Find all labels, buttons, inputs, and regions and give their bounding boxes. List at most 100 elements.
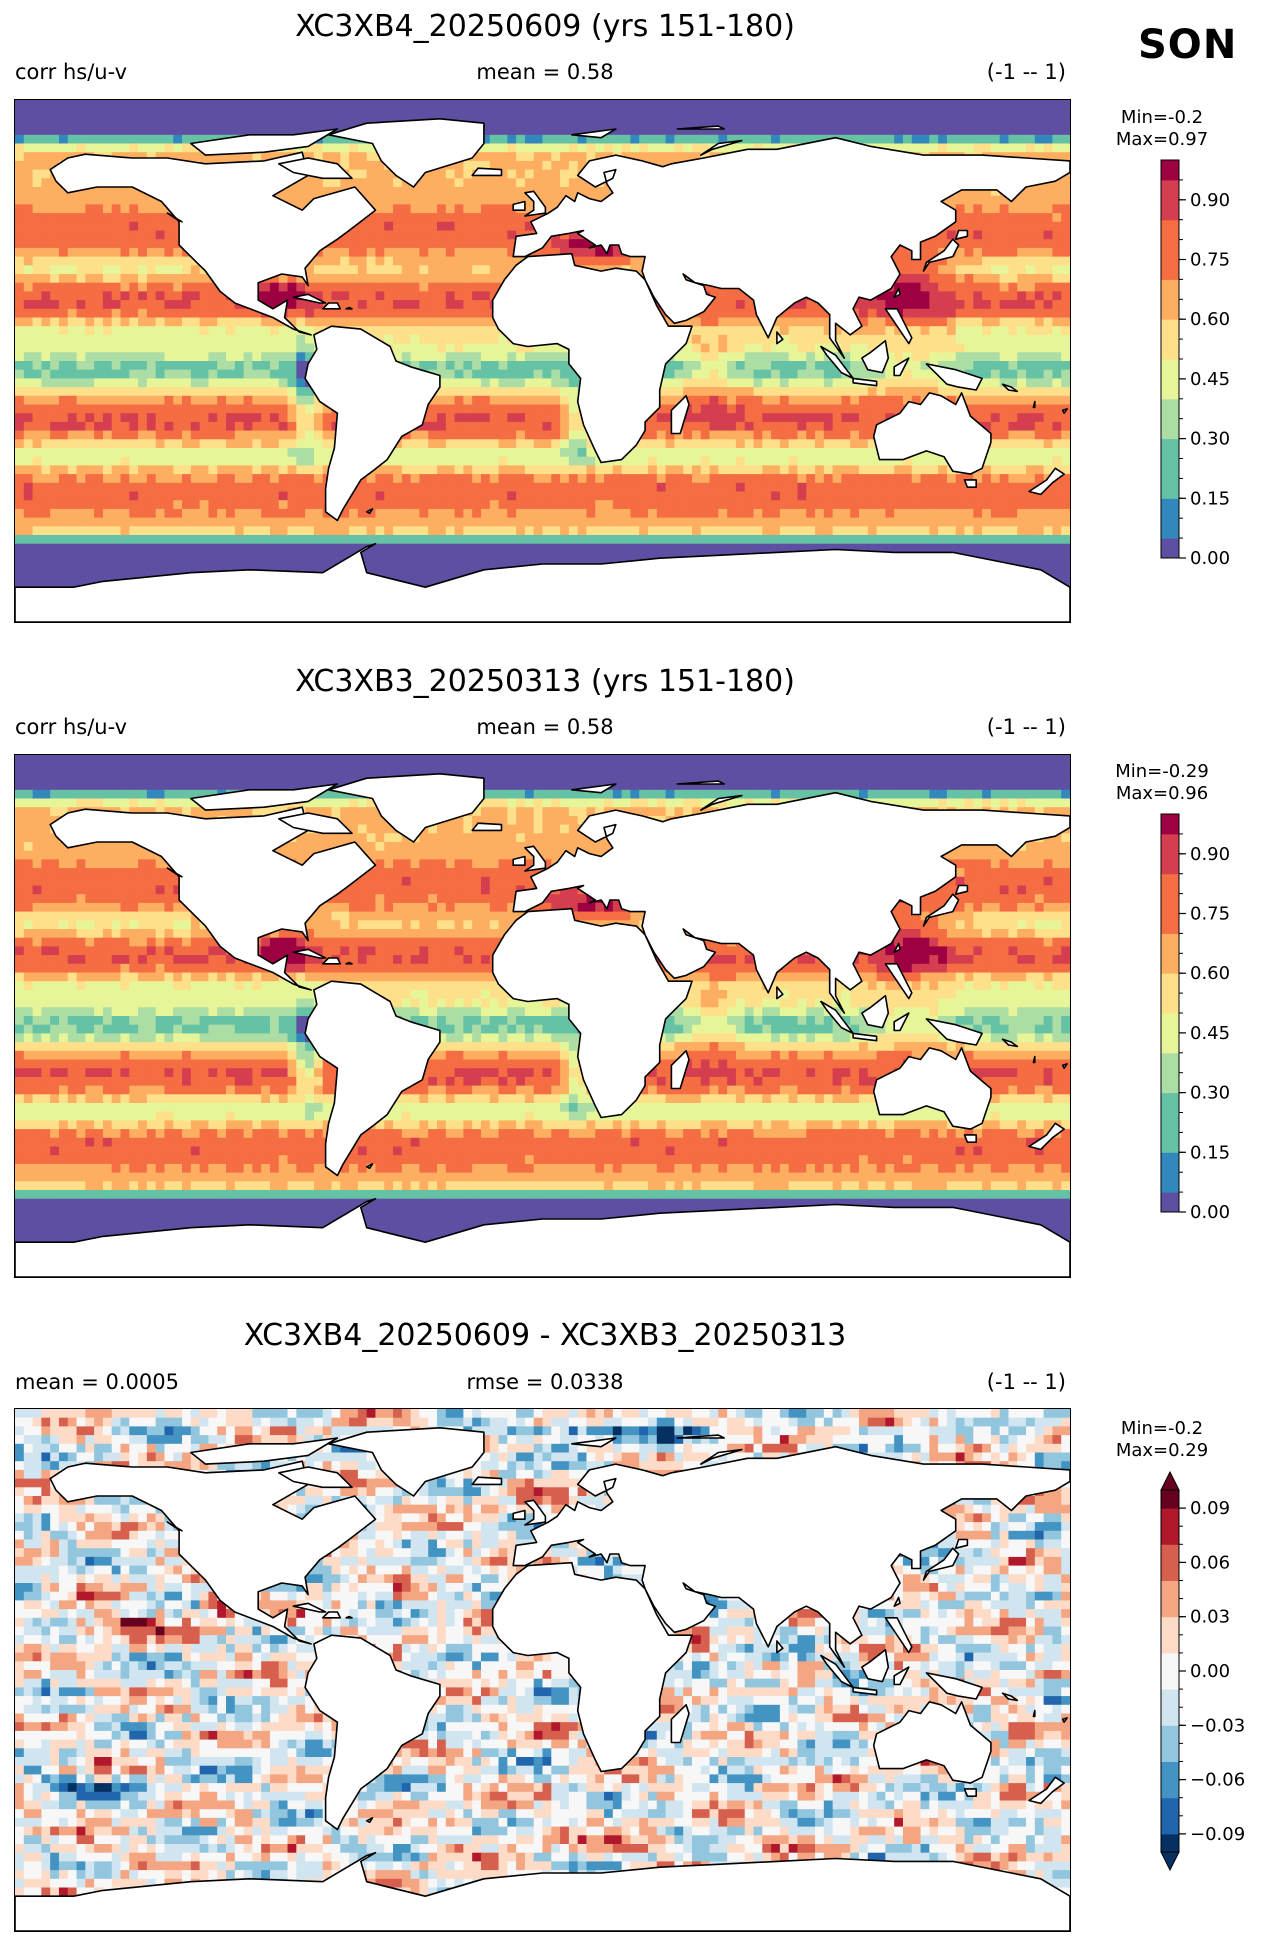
colorbar-segment [1161, 1815, 1179, 1835]
panel2-minmax: Min=-0.29 Max=0.96 [1112, 761, 1212, 805]
colorbar-tick-label: 0.00 [1190, 548, 1230, 569]
panel3-right-label: (-1 -- 1) [987, 1370, 1066, 1394]
colorbar-segment [1161, 1172, 1179, 1193]
colorbar-segment [1161, 160, 1179, 181]
colorbar-tick-label: 0.90 [1190, 844, 1230, 865]
colorbar-segment [1161, 339, 1179, 360]
colorbar-segment [1161, 1598, 1179, 1618]
colorbar-tick-label: 0.09 [1190, 1498, 1230, 1519]
colorbar-segment [1161, 398, 1179, 420]
panel2-left-label: corr hs/u-v [15, 715, 127, 739]
colorbar-segment [1161, 1797, 1179, 1817]
colorbar-tick-label: −0.06 [1190, 1770, 1245, 1791]
colorbar-segment [1161, 933, 1179, 954]
colorbar-segment [1161, 1526, 1179, 1545]
panel2-min-label: Min=-0.29 [1112, 761, 1212, 783]
colorbar-segment [1161, 993, 1179, 1014]
panel3-map [14, 1408, 1071, 1932]
colorbar-segment [1161, 1779, 1179, 1799]
colorbar-segment [1161, 418, 1179, 440]
colorbar-segment [1161, 478, 1179, 499]
colorbar-tick-label: 0.03 [1190, 1607, 1230, 1628]
colorbar-tick-label: 0.90 [1190, 190, 1230, 211]
colorbar-tick-label: 0.30 [1190, 429, 1230, 450]
colorbar-segment [1161, 239, 1179, 260]
panel1-max-label: Max=0.97 [1112, 129, 1212, 151]
colorbar-segment [1161, 1192, 1179, 1213]
colorbar-segment [1161, 538, 1179, 559]
panel3-min-label: Min=-0.2 [1112, 1418, 1212, 1440]
colorbar-segment [1161, 378, 1179, 400]
panel1-title: XC3XB4_20250609 (yrs 151-180) [0, 9, 1090, 44]
colorbar-segment [1161, 1052, 1179, 1074]
colorbar-segment [1161, 1580, 1179, 1600]
panel2-map [14, 754, 1071, 1278]
colorbar-segment [1161, 1743, 1179, 1762]
colorbar-segment [1161, 953, 1179, 974]
colorbar-tick-label: 0.30 [1190, 1083, 1230, 1104]
colorbar-segment [1161, 359, 1179, 380]
colorbar-tick-label: 0.06 [1190, 1552, 1230, 1573]
colorbar-tick-label: 0.60 [1190, 309, 1230, 330]
coastlines [15, 1426, 1070, 1931]
colorbar-segment [1161, 199, 1179, 221]
colorbar-segment [1161, 299, 1179, 320]
colorbar-tick-label: −0.09 [1190, 1824, 1245, 1845]
colorbar-tick-label: 0.15 [1190, 488, 1230, 509]
panel3-title: XC3XB4_20250609 - XC3XB3_20250313 [0, 1318, 1090, 1353]
colorbar-segment [1161, 873, 1179, 895]
colorbar-segment [1161, 1833, 1179, 1853]
panel3-colorbar: −0.09 −0.06 −0.03 0.00 0.03 0.06 0.09 [1160, 1470, 1270, 1872]
colorbar-tick-label: 0.60 [1190, 963, 1230, 984]
panel2-map-svg [15, 755, 1070, 1277]
colorbar-segment [1161, 458, 1179, 479]
panel1-right-label: (-1 -- 1) [987, 60, 1066, 84]
panel1-center-label: mean = 0.58 [0, 60, 1090, 84]
colorbar-segment [1161, 1490, 1179, 1509]
colorbar-segment [1161, 1652, 1179, 1672]
season-label: SON [1138, 22, 1237, 68]
colorbar-segment [1161, 1634, 1179, 1654]
colorbar-segment [1161, 1132, 1179, 1153]
panel1-left-label: corr hs/u-v [15, 60, 127, 84]
coastlines [15, 117, 1070, 622]
colorbar-segment [1161, 1725, 1179, 1744]
panel1-map-svg [15, 100, 1070, 622]
panel3-max-label: Max=0.29 [1112, 1440, 1212, 1462]
colorbar-segment [1161, 1152, 1179, 1173]
colorbar-tick-label: 0.00 [1190, 1202, 1230, 1223]
colorbar-segment [1161, 1544, 1179, 1563]
colorbar-segment [1161, 913, 1179, 934]
colorbar-segment [1161, 1013, 1179, 1034]
panel2-max-label: Max=0.96 [1112, 783, 1212, 805]
panel1-min-label: Min=-0.2 [1112, 107, 1212, 129]
colorbar-segment [1161, 1707, 1179, 1726]
colorbar-segment [1161, 973, 1179, 994]
colorbar-segment [1161, 1508, 1179, 1527]
colorbar-segment [1161, 518, 1179, 539]
colorbar-segment [1161, 1616, 1179, 1636]
panel3-left-label: mean = 0.0005 [15, 1370, 179, 1394]
colorbar-tick-label: 0.45 [1190, 369, 1230, 390]
coastlines [15, 772, 1070, 1277]
panel1-colorbar: 0.00 0.15 0.30 0.45 0.60 0.75 0.90 [1160, 159, 1270, 569]
colorbar-tick-label: 0.75 [1190, 250, 1230, 271]
colorbar-segment [1161, 219, 1179, 241]
colorbar-segment [1161, 1112, 1179, 1133]
colorbar-segment [1161, 1032, 1179, 1054]
colorbar-segment [1161, 893, 1179, 914]
panel2-right-label: (-1 -- 1) [987, 715, 1066, 739]
panel3-center-label: rmse = 0.0338 [0, 1370, 1090, 1394]
panel2-center-label: mean = 0.58 [0, 715, 1090, 739]
colorbar-segment [1161, 179, 1179, 201]
panel2-colorbar: 0.00 0.15 0.30 0.45 0.60 0.75 0.90 [1160, 813, 1270, 1223]
colorbar-tick-label: 0.15 [1190, 1142, 1230, 1163]
colorbar-segment [1161, 498, 1179, 519]
colorbar-tick-label: 0.75 [1190, 904, 1230, 925]
colorbar-segment [1161, 1761, 1179, 1781]
colorbar-segment [1161, 1072, 1179, 1094]
colorbar-extend-min [1160, 1851, 1180, 1872]
colorbar-segment [1161, 1689, 1179, 1708]
panel1-map [14, 99, 1071, 623]
colorbar-segment [1161, 1671, 1179, 1690]
